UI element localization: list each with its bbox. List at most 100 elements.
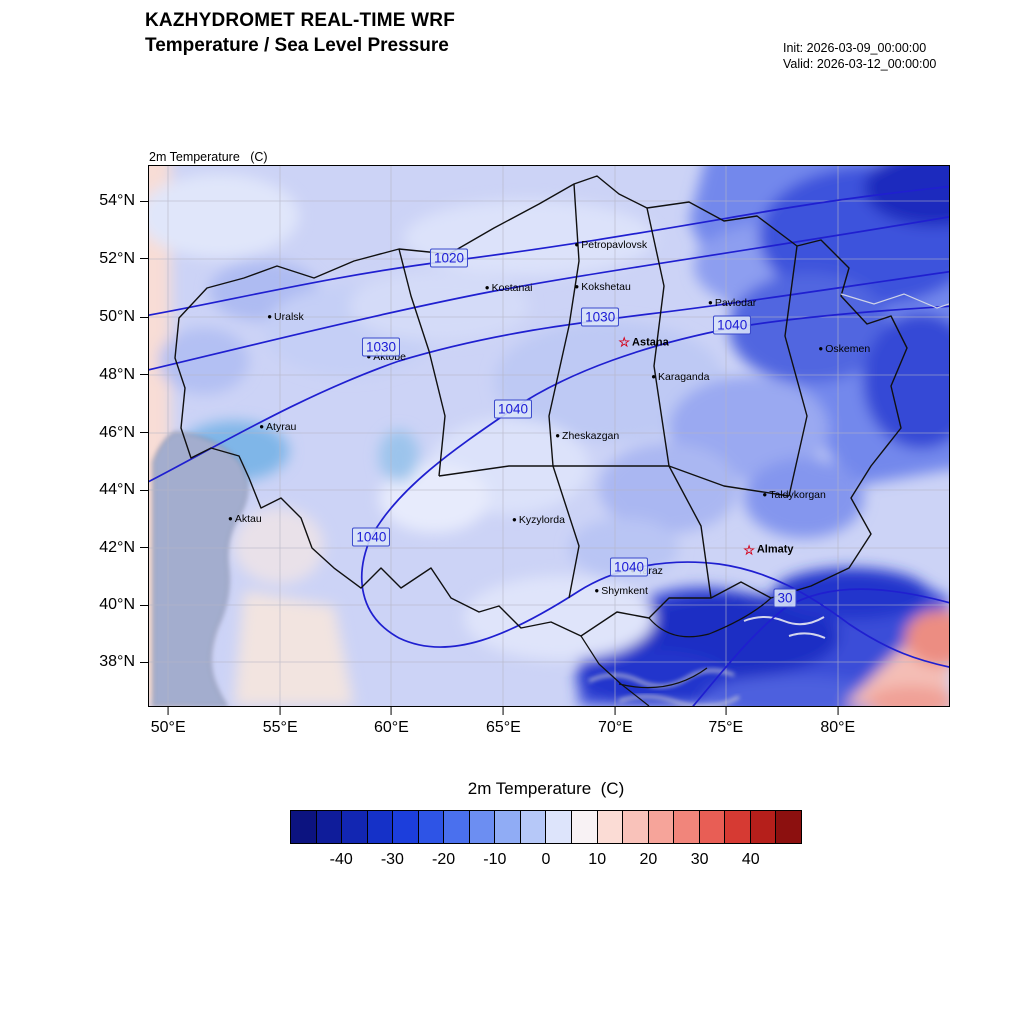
city-marker: ● Petropavlovsk	[574, 239, 647, 251]
pressure-contour-label: 1020	[429, 248, 469, 268]
tick-mark	[140, 374, 149, 376]
star-icon: ☆	[743, 542, 755, 558]
pressure-contour-label: 1040	[493, 399, 533, 419]
capital-city-marker: ☆ Astana	[618, 336, 668, 349]
tick-mark	[140, 316, 149, 318]
colorbar-segment	[367, 811, 394, 843]
city-label: Almaty	[756, 543, 794, 556]
init-time: Init: 2026-03-09_00:00:00	[783, 41, 927, 55]
colorbar-segment	[546, 811, 573, 843]
city-marker: ● Kostanai	[485, 282, 533, 294]
colorbar-segment	[750, 811, 777, 843]
tick-mark	[140, 489, 149, 491]
tick-mark	[837, 706, 839, 715]
map-overlay: 54°N 52°N 50°N 48°N 46°N 44°N 42°N 40°N 38°N 50°E…	[99, 166, 949, 736]
tick-mark	[140, 661, 149, 663]
colorbar-segment	[776, 811, 801, 843]
tick-mark	[279, 706, 281, 715]
city-marker: ● Kyzylorda	[512, 514, 565, 526]
colorbar-tick-label: -20	[432, 851, 456, 868]
dot-icon: ●	[651, 372, 657, 382]
colorbar-tick-label: -40	[329, 851, 353, 868]
lat-tick: 50°N	[99, 308, 149, 326]
graticule	[149, 166, 949, 706]
city-marker: ● Uralsk	[267, 311, 304, 323]
city-marker: ● Kokshetau	[574, 281, 630, 293]
region-borders	[174, 175, 908, 706]
colorbar-ticks: -40 -30 -20 -10 0 10 20 30 40	[290, 851, 802, 873]
lat-tick-label: 54°N	[99, 192, 135, 210]
colorbar-tick-label: 40	[741, 851, 760, 868]
dot-icon: ●	[708, 298, 713, 308]
city-label: Oskemen	[825, 343, 871, 356]
colorbar-segment	[572, 811, 598, 843]
dot-icon: ●	[594, 585, 600, 595]
lat-tick-label: 52°N	[99, 249, 135, 267]
lat-tick: 40°N	[99, 596, 149, 614]
city-marker: ● Karaganda	[651, 371, 709, 383]
tick-mark	[140, 604, 149, 606]
colorbar-segment	[495, 811, 521, 843]
map-graphic	[149, 166, 949, 706]
city-marker: ● Taldykorgan	[762, 489, 825, 501]
tick-mark	[140, 432, 149, 434]
colorbar-segment	[597, 811, 624, 843]
lon-tick: 75°E	[708, 706, 743, 737]
lon-tick: 60°E	[374, 706, 409, 737]
colorbar-tick-label: 0	[541, 851, 551, 868]
lon-tick: 65°E	[486, 706, 521, 737]
city-label: Taldykorgan	[769, 488, 826, 501]
dot-icon: ●	[512, 515, 517, 525]
pressure-contour-label: 1040	[352, 527, 391, 547]
pressure-contour-label: 1030	[361, 337, 401, 357]
caspian-sea	[152, 431, 248, 706]
city-marker: ● Atyrau	[259, 421, 296, 433]
lat-tick-label: 48°N	[99, 365, 135, 383]
dot-icon: ●	[228, 514, 233, 524]
lon-tick-label: 55°E	[262, 719, 298, 736]
colorbar-tick-label: 10	[588, 851, 607, 868]
lon-tick-label: 80°E	[820, 719, 856, 736]
map: 54°N 52°N 50°N 48°N 46°N 44°N 42°N 40°N 38°N 50°E…	[99, 165, 950, 736]
city-label: Uralsk	[274, 311, 304, 324]
city-label: Kostanai	[491, 282, 533, 295]
lon-tick-label: 70°E	[597, 719, 633, 736]
city-marker: ● Oskemen	[818, 343, 870, 355]
lat-tick: 42°N	[99, 539, 149, 557]
colorbar-tick-label: 30	[690, 851, 709, 868]
valid-time: Valid: 2026-03-12_00:00:00	[783, 57, 937, 71]
lat-tick-label: 38°N	[99, 653, 135, 671]
page-title: KAZHYDROMET REAL-TIME WRF	[145, 10, 456, 31]
dot-icon: ●	[366, 352, 372, 362]
city-marker: ● Aktau	[228, 513, 262, 525]
tick-mark	[140, 200, 149, 202]
tick-mark	[614, 706, 616, 715]
colorbar-segment	[316, 811, 343, 843]
city-label: Petropavlovsk	[581, 238, 648, 251]
city-label: Astana	[632, 336, 669, 349]
lat-tick-label: 44°N	[99, 481, 135, 498]
city-label: Pavlodar	[714, 297, 757, 310]
star-icon: ☆	[618, 334, 631, 350]
lon-tick-label: 60°E	[373, 719, 409, 736]
city-marker: ● Shymkent	[594, 585, 648, 597]
city-marker: ● Zheskazgan	[555, 430, 619, 442]
colorbar-segment	[520, 811, 547, 843]
tick-mark	[140, 258, 149, 260]
city-label: Karaganda	[658, 371, 710, 384]
lon-tick-label: 75°E	[708, 719, 744, 736]
colorbar-segment	[674, 811, 700, 843]
dot-icon: ●	[574, 239, 580, 249]
tick-mark	[140, 547, 149, 549]
pressure-contour-label: 30	[773, 588, 797, 608]
pressure-contours	[149, 185, 949, 706]
city-label: Zheskazgan	[562, 430, 620, 442]
lat-tick-label: 40°N	[99, 596, 135, 614]
tick-mark	[390, 706, 392, 715]
pressure-contour-label: 1030	[581, 307, 620, 327]
lat-tick-label: 46°N	[99, 423, 135, 441]
dot-icon: ●	[259, 421, 265, 431]
lat-tick: 54°N	[99, 192, 149, 210]
city-label: Kokshetau	[581, 280, 631, 293]
